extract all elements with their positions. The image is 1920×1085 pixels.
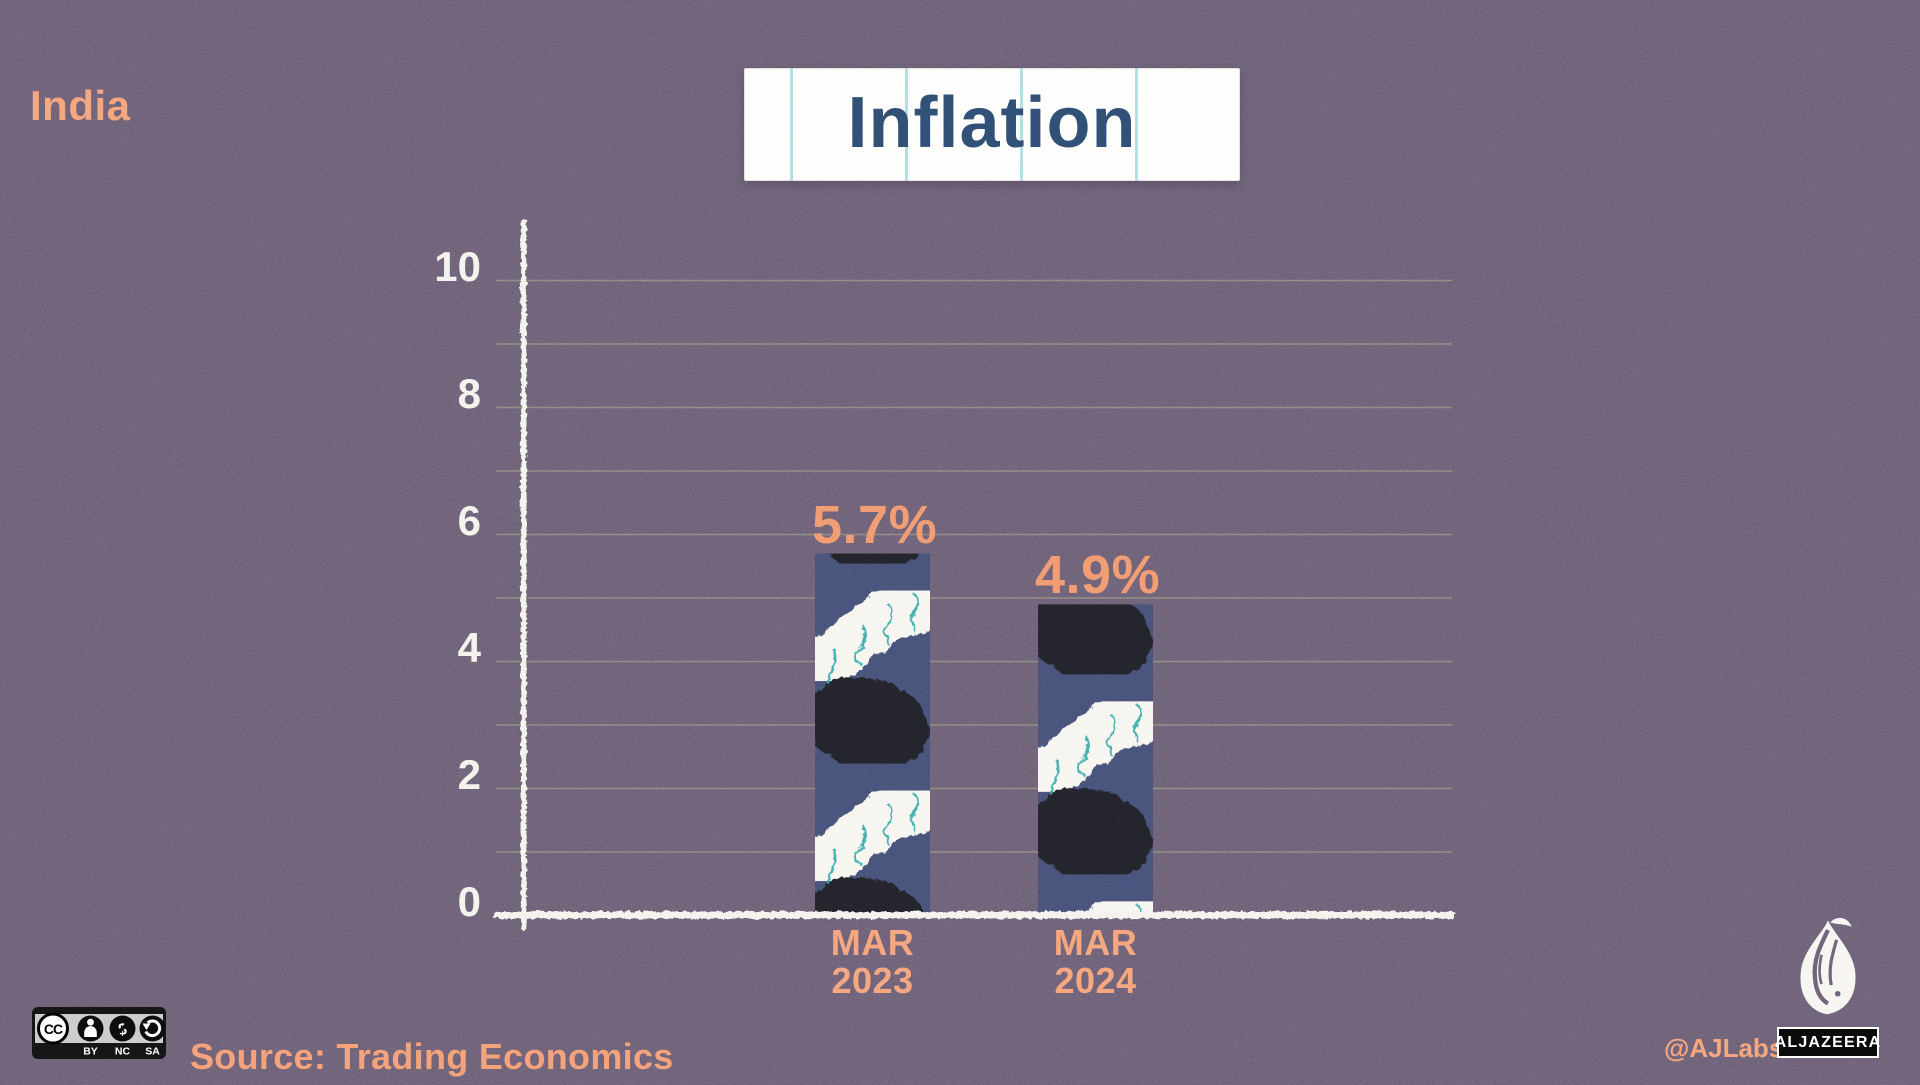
bar-value-label-0: 5.7% xyxy=(812,494,938,555)
cc-license-badge: CC $ BY NC SA xyxy=(32,1007,166,1059)
category-month: MAR xyxy=(830,922,915,963)
x-category-label-0: MAR 2023 xyxy=(753,924,993,1000)
credit-handle: @AJLabs xyxy=(1664,1033,1784,1063)
category-year: 2024 xyxy=(1054,960,1137,1001)
bar-value-label-1: 4.9% xyxy=(1035,545,1161,606)
gridlines-layer xyxy=(496,279,1452,853)
bar-MAR-2023 xyxy=(815,553,930,916)
bar-MAR-2024 xyxy=(1038,604,1153,916)
chart-title-paper-box: Inflation xyxy=(744,68,1240,181)
by-person-head xyxy=(87,1018,94,1026)
y-axis-line xyxy=(521,220,527,930)
y-tick-label-8: 8 xyxy=(457,369,481,417)
country-label: India xyxy=(30,82,131,129)
y-tick-label-6: 6 xyxy=(457,496,481,544)
category-year: 2023 xyxy=(831,960,914,1001)
bars-layer xyxy=(815,553,1153,916)
y-tick-label-2: 2 xyxy=(457,750,481,798)
y-tick-label-10: 10 xyxy=(434,242,481,290)
nc-label: NC xyxy=(115,1046,131,1058)
by-label: BY xyxy=(83,1046,98,1058)
flame-flick xyxy=(1830,917,1852,927)
sa-label: SA xyxy=(145,1046,160,1058)
y-tick-label-4: 4 xyxy=(457,623,481,671)
category-month: MAR xyxy=(1053,922,1138,963)
aljazeera-flame-logo xyxy=(1800,917,1856,1015)
aljazeera-wordmark: ALJAZEERA xyxy=(1775,1027,1880,1058)
x-category-label-1: MAR 2024 xyxy=(976,924,1216,1000)
source-credit: Source: Trading Economics xyxy=(190,1036,674,1077)
cc-icon-letters: CC xyxy=(44,1021,63,1037)
sa-arrow-icon xyxy=(139,1015,166,1042)
x-axis-line xyxy=(494,911,1455,919)
axes-layer xyxy=(494,220,1455,930)
chart-title: Inflation xyxy=(847,82,1137,163)
y-tick-label-0: 0 xyxy=(457,877,481,925)
flame-dot xyxy=(1834,990,1841,997)
